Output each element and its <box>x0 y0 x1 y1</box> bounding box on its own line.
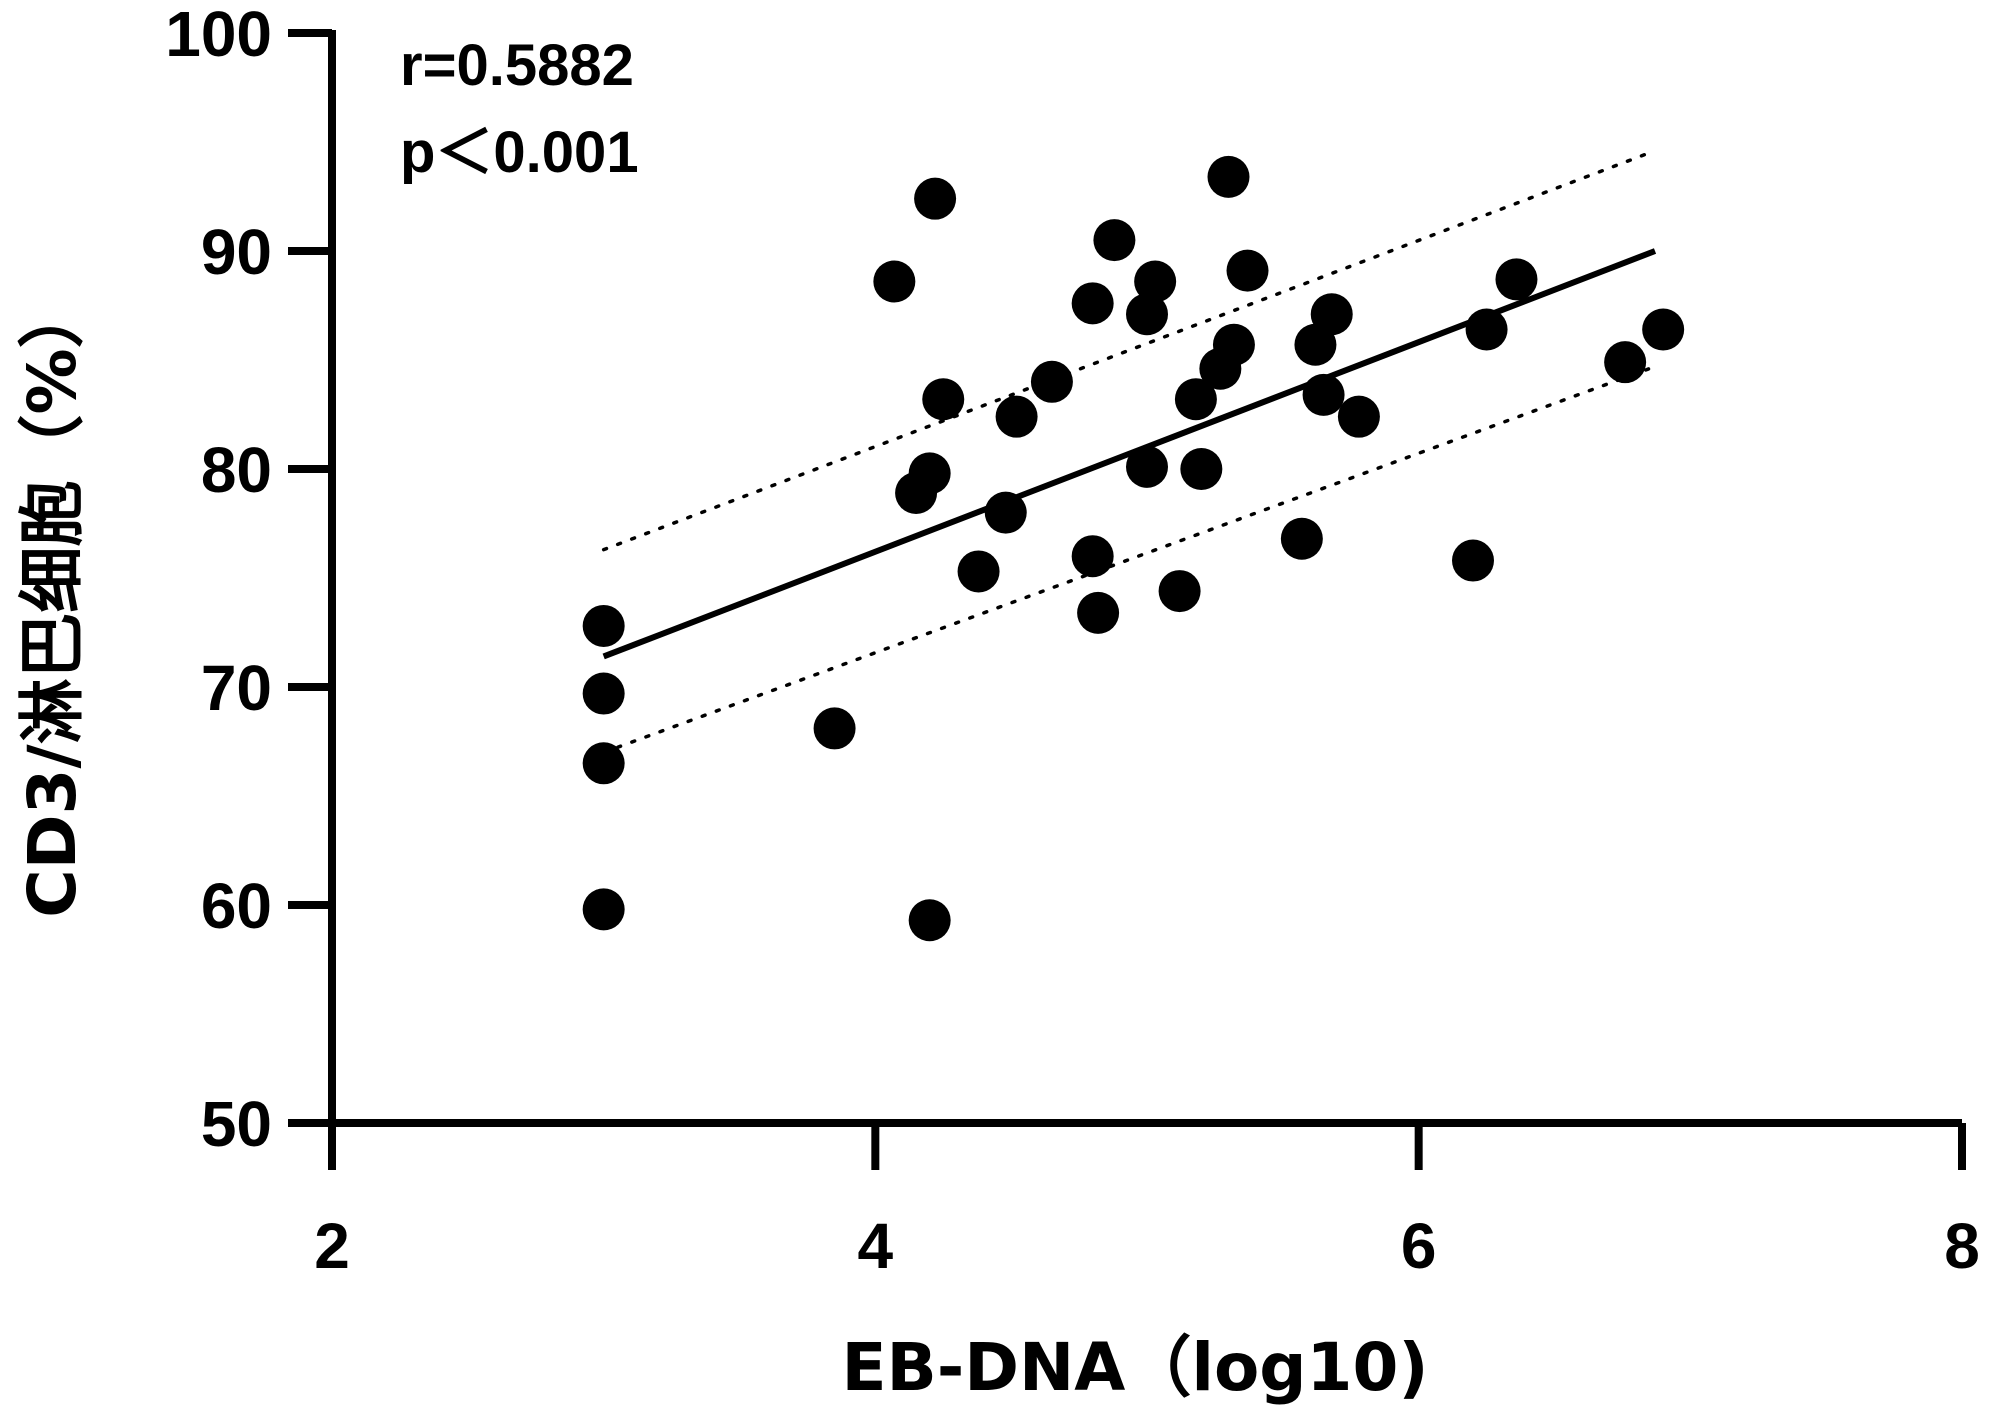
data-point <box>582 672 625 715</box>
data-point <box>1226 249 1269 292</box>
data-point <box>1180 448 1223 490</box>
data-point <box>1495 258 1538 301</box>
data-point <box>957 550 1000 593</box>
y-ticks: 50 60 70 80 90 100 <box>165 0 332 1160</box>
y-tick-label: 90 <box>201 216 272 288</box>
data-point <box>1071 282 1114 325</box>
data-point <box>1134 260 1177 303</box>
ci-lower-line <box>601 364 1657 755</box>
annotation-r: r=0.5882 <box>400 33 634 98</box>
data-point <box>995 395 1038 438</box>
data-point <box>582 742 625 785</box>
data-point <box>1310 293 1353 336</box>
x-tick-label: 4 <box>858 1210 894 1282</box>
data-point <box>1030 360 1073 403</box>
data-point <box>1093 219 1136 262</box>
ci-upper-line <box>601 148 1657 552</box>
data-point <box>1158 570 1201 613</box>
data-points <box>582 155 1685 942</box>
x-axis-title: EB-DNA（log10) <box>841 1329 1428 1406</box>
y-tick-label: 80 <box>201 434 272 506</box>
data-point <box>908 899 951 942</box>
data-point <box>1337 395 1380 438</box>
data-point <box>1077 591 1120 634</box>
data-point <box>1452 539 1494 582</box>
data-point <box>1071 535 1114 578</box>
data-point <box>1280 517 1323 560</box>
y-tick-label: 50 <box>201 1088 272 1160</box>
annotation-p: p＜0.001 <box>400 120 639 185</box>
data-point <box>1302 373 1345 416</box>
data-point <box>813 707 856 750</box>
data-point <box>1207 155 1250 198</box>
data-point <box>582 888 625 931</box>
data-point <box>582 604 625 647</box>
data-point <box>914 177 957 220</box>
y-tick-label: 70 <box>201 652 272 724</box>
data-point <box>873 260 916 303</box>
x-ticks: 2 4 6 8 <box>314 1123 1980 1282</box>
confidence-band-lines <box>601 148 1657 755</box>
data-point <box>922 378 965 421</box>
axes <box>288 30 1962 1127</box>
data-point <box>908 452 951 495</box>
data-point <box>1604 341 1647 384</box>
y-tick-label: 60 <box>201 870 272 942</box>
data-point <box>1126 293 1168 336</box>
data-point <box>984 491 1027 534</box>
data-point <box>1126 445 1168 488</box>
data-point <box>1642 308 1685 351</box>
data-point <box>1212 323 1255 366</box>
x-tick-label: 2 <box>314 1210 350 1282</box>
data-point <box>1174 378 1217 421</box>
y-axis-title: CD3/淋巴细胞（%） <box>14 282 91 917</box>
y-tick-label: 100 <box>165 0 272 70</box>
data-point <box>1465 308 1508 351</box>
x-tick-label: 8 <box>1944 1210 1980 1282</box>
x-tick-label: 6 <box>1401 1210 1437 1282</box>
